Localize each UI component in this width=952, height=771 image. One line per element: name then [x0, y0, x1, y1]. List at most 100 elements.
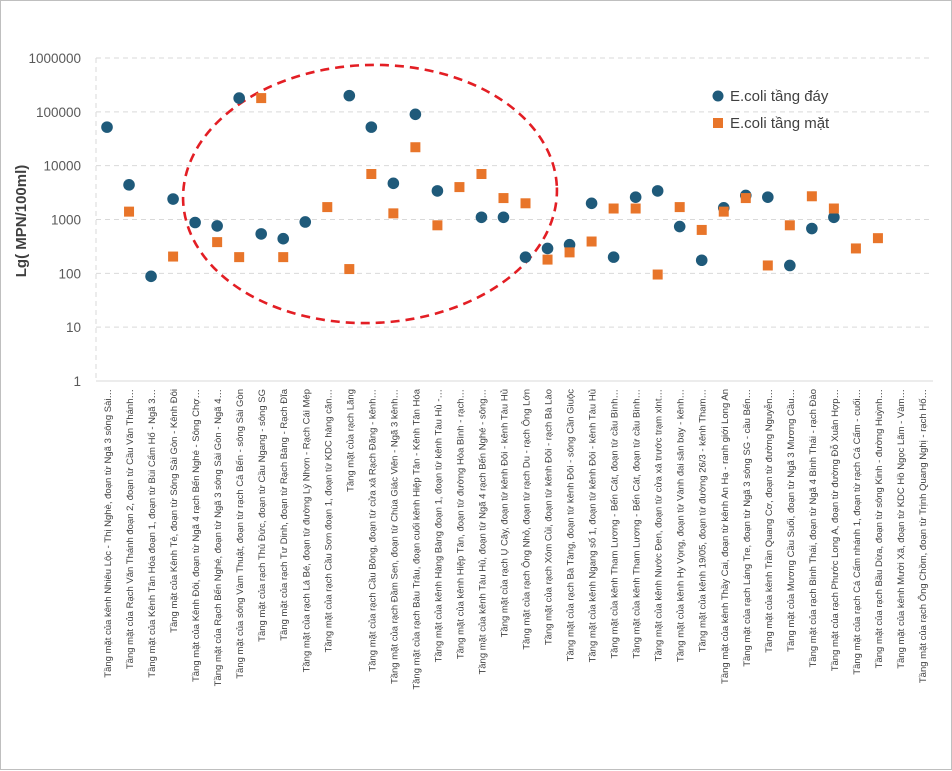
legend-marker-surface: [713, 118, 723, 128]
x-category-label: Tầng mặt của Kênh Tân Hóa đoạn 1, đoạn t…: [147, 389, 158, 678]
y-tick-label: 10000: [43, 159, 81, 174]
point-day-20: [541, 242, 554, 255]
x-category-label: Tầng mặt của kênh 19/05, đoạn từ đường 2…: [698, 389, 709, 652]
y-tick-label: 1000: [51, 213, 81, 228]
point-day-30: [762, 191, 774, 203]
point-day-12: [365, 121, 378, 133]
point-day-3: [167, 193, 179, 205]
point-day-4: [189, 216, 201, 229]
point-day-17: [475, 211, 488, 224]
point-day-8: [277, 232, 290, 245]
legend: E.coli tầng đáy E.coli tầng mặt: [712, 88, 830, 132]
point-day-27: [695, 254, 708, 267]
point-surface-25: [652, 269, 663, 280]
x-category-label: Tầng mặt của Rạch Bến Nghé, đoạn từ Ngã …: [213, 389, 224, 686]
x-category-label: Tầng mặt của Kênh Đôi, đoạn từ Ngã 4 rạc…: [191, 389, 202, 682]
point-surface-30: [762, 260, 773, 271]
legend-label-day: E.coli tầng đáy: [730, 88, 829, 105]
x-category-label: Tầng mặt của rạch Thủ Đức, đoạn từ Cầu N…: [257, 389, 268, 642]
point-day-26: [673, 220, 686, 233]
legend-marker-day: [712, 90, 724, 102]
y-tick-label: 1: [73, 374, 81, 389]
point-day-23: [607, 251, 620, 263]
point-surface-26: [674, 202, 685, 213]
x-category-label: Tầng mặt của kênh Hy Vọng, đoạn từ Vành …: [676, 389, 687, 662]
point-surface-31: [784, 220, 795, 231]
point-day-33: [828, 211, 840, 224]
point-surface-18: [498, 193, 509, 204]
point-surface-17: [476, 169, 487, 180]
highlight-ellipse: [181, 63, 559, 325]
point-day-11: [343, 89, 356, 102]
x-category-label: Tầng mặt của rạch Bình Thái, đoạn từ Ngã…: [808, 389, 819, 668]
y-tick-label: 1000000: [28, 51, 81, 66]
x-category-label: Tầng mặt của rạch Phước Long A, đoạn từ …: [830, 389, 841, 671]
data-points: [101, 89, 883, 283]
point-surface-34: [850, 243, 861, 254]
point-surface-35: [872, 233, 883, 244]
x-category-label: Tầng mặt của sông Vàm Thuật, đoạn từ rạc…: [235, 389, 246, 679]
x-category-label: Tầng mặt của kênh Tham Lương - Bến Cát, …: [632, 389, 643, 659]
point-surface-22: [586, 236, 597, 247]
point-surface-6: [234, 252, 245, 263]
x-category-label: Tầng mặt của rạch Cá Cấm nhánh 1, đoạn t…: [852, 389, 863, 675]
point-day-9: [299, 216, 312, 228]
x-category-label: Tầng mặt của kênh Nhiêu Lộc - Thị Nghè, …: [103, 389, 114, 678]
x-category-labels: Tầng mặt của kênh Nhiêu Lộc - Thị Nghè, …: [103, 388, 929, 689]
point-surface-28: [718, 206, 729, 217]
x-category-label: Tầng mặt của rạch Ông Nhỏ, đoạn từ rạch …: [522, 389, 533, 650]
x-category-label: Tầng mặt của kênh Hàng Bàng đoạn 1, đoạn…: [433, 389, 444, 662]
point-day-22: [585, 197, 598, 210]
point-day-14: [409, 108, 422, 121]
point-day-13: [387, 177, 400, 190]
point-surface-23: [608, 203, 619, 214]
x-category-label: Tầng mặt của Mương Cầu Suối, đoạn từ Ngã…: [786, 389, 797, 652]
x-category-label: Tầng mặt của kênh Hiệp Tân, đoạn từ đườn…: [455, 389, 466, 659]
point-surface-10: [322, 202, 333, 213]
point-surface-7: [256, 93, 267, 104]
point-surface-5: [212, 237, 223, 248]
y-axis-label: Lg( MPN/100ml): [13, 165, 30, 278]
x-category-label: Tầng mặt của kênh Tàu Hủ, đoạn từ Ngã 4 …: [477, 389, 488, 675]
x-category-label: Tầng mặt của rạch Ông Chồm, đoạn từ Trịn…: [918, 389, 929, 683]
y-tick-label: 100: [58, 266, 81, 281]
x-category-label: Tầng mặt của rạch Tư Dinh, đoạn từ Rạch …: [279, 388, 290, 640]
point-day-15: [431, 185, 444, 197]
x-category-label: Tầng mặt của kênh Thầy Cai, đoạn từ kênh…: [720, 389, 731, 684]
point-day-19: [519, 251, 532, 263]
x-category-label: Tầng mặt của rạch Láng Tre, đoạn từ Ngã …: [742, 389, 753, 667]
point-surface-24: [630, 203, 641, 214]
x-category-label: Tầng mặt của rạch Cầu Bông, đoạn từ cửa …: [367, 389, 378, 672]
gridlines: [96, 57, 933, 328]
point-surface-33: [828, 203, 839, 214]
point-surface-15: [432, 220, 443, 231]
x-category-label: Tầng mặt của Rạch Văn Thánh đoạn 2, đoạn…: [125, 389, 136, 669]
x-category-label: Tầng mặt của rạch Cầu Sơn đoạn 1, đoạn t…: [323, 389, 334, 652]
point-day-18: [497, 211, 510, 224]
point-day-0: [101, 121, 113, 133]
x-category-label: Tầng mặt của rạch Bà Tàng, đoạn từ kênh …: [566, 389, 577, 662]
point-surface-27: [696, 224, 707, 235]
point-day-7: [255, 228, 267, 240]
point-surface-29: [740, 193, 751, 204]
x-category-label: Tầng mặt của rạch Lăng: [345, 389, 356, 492]
point-day-31: [784, 259, 796, 272]
highlight-ellipse-shape: [181, 63, 559, 325]
point-surface-12: [366, 169, 377, 180]
point-surface-20: [542, 254, 553, 265]
x-category-label: Tầng mặt của kênh Mười Xã, đoạn từ KDC H…: [896, 389, 907, 669]
point-day-24: [629, 191, 642, 203]
y-tick-label: 10: [66, 320, 81, 335]
point-day-6: [233, 92, 245, 104]
x-category-label: Tầng mặt của Kênh Tẻ, đoạn từ Sông Sài G…: [169, 389, 180, 633]
point-day-2: [145, 270, 157, 283]
point-surface-13: [388, 208, 399, 219]
x-category-label: Tầng mặt của rạch Đầm Sen, đoạn từ Chùa …: [389, 389, 400, 684]
point-surface-19: [520, 198, 531, 209]
point-surface-16: [454, 182, 465, 193]
x-category-label: Tầng mặt của rạch Ụ Cây, đoạn từ kênh Đô…: [499, 389, 510, 637]
point-day-25: [651, 185, 664, 197]
x-category-label: Tầng mặt của kênh Nước Đen, đoạn từ cửa …: [654, 389, 665, 661]
